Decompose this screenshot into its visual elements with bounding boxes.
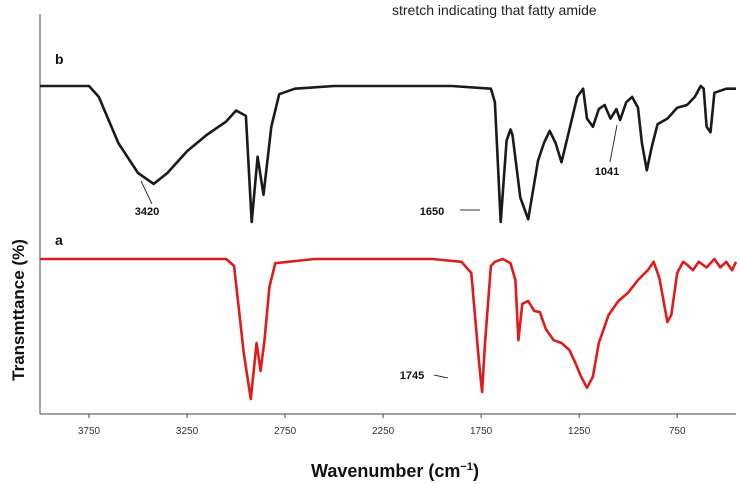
peak-annotation: 1041 xyxy=(595,166,619,178)
caption-fragment: stretch indicating that fatty amide xyxy=(392,2,597,18)
chart-labels: Transmttance (%) Wavenumber (cm−1) xyxy=(9,239,479,481)
x-tick-label: 1750 xyxy=(470,426,493,437)
peak-annotation: 3420 xyxy=(135,206,159,218)
trace-label-b: b xyxy=(55,51,64,67)
y-axis-label: Transmttance (%) xyxy=(9,239,28,381)
x-tick-label: 3250 xyxy=(176,426,199,437)
annotation-leader xyxy=(433,374,449,379)
spectrum-line-a xyxy=(40,257,738,401)
peak-annotation: 1745 xyxy=(400,370,424,382)
peak-annotation: 1650 xyxy=(420,206,444,218)
annotation-leader xyxy=(140,180,153,205)
annotation-leader xyxy=(609,124,618,163)
spectra: b 3420 1650 1041 a 1745 xyxy=(40,51,738,401)
x-tick-label: 750 xyxy=(669,426,686,437)
x-tick-label: 3750 xyxy=(78,426,101,437)
x-tick-label: 2250 xyxy=(372,426,395,437)
trace-label-a: a xyxy=(55,232,63,248)
spectrum-line-b xyxy=(40,84,736,224)
plot-axes: 375032502750225017501250750250 xyxy=(39,14,736,437)
x-tick-label: 2750 xyxy=(274,426,297,437)
x-axis-label: Wavenumber (cm−1) xyxy=(311,461,479,481)
x-tick-label: 1250 xyxy=(568,426,591,437)
